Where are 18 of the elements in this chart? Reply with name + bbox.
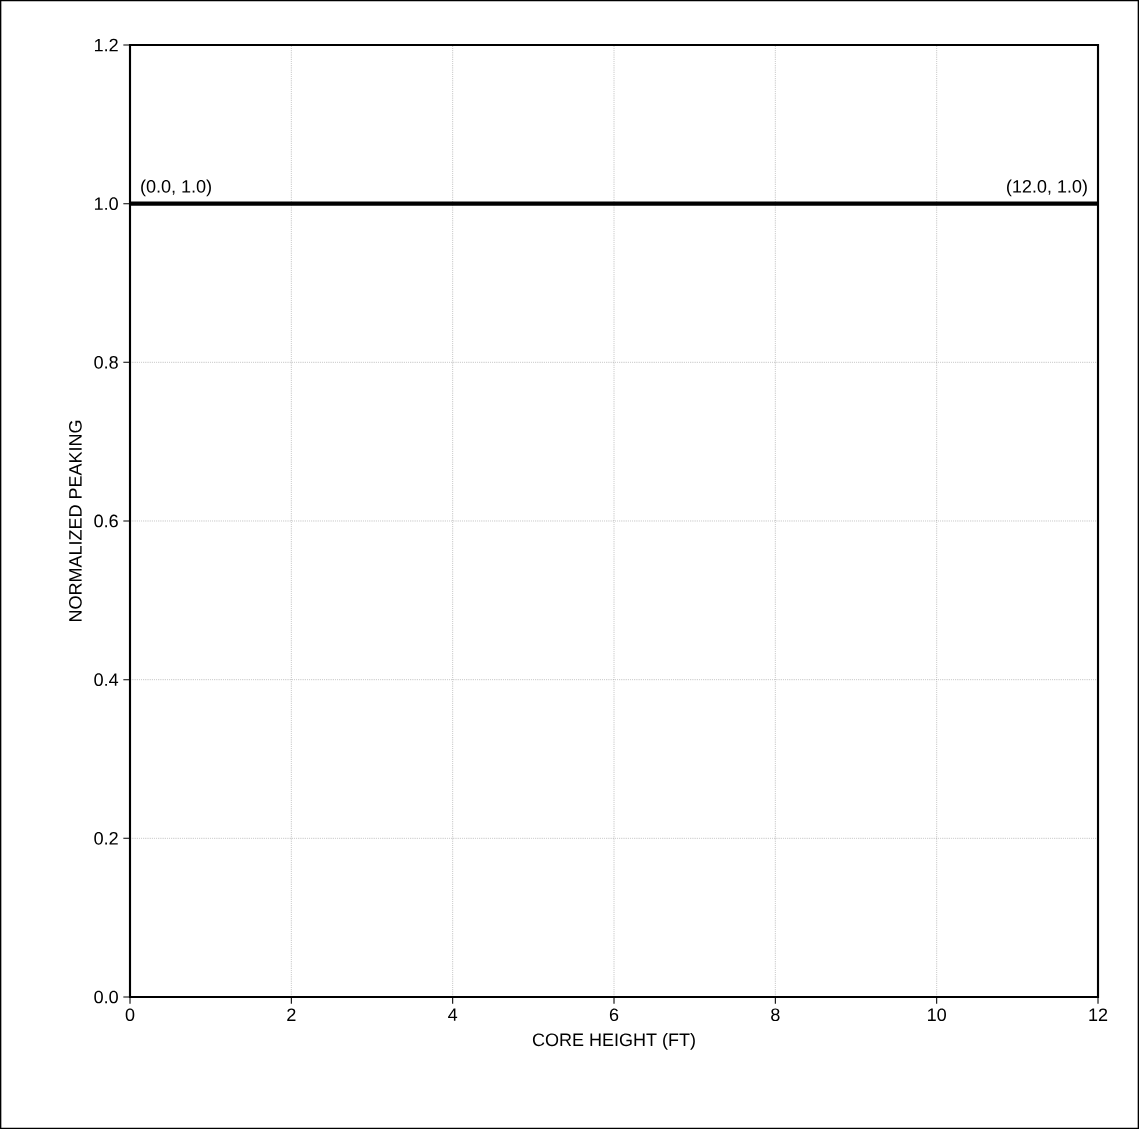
x-tick-label: 10 <box>928 1008 946 1022</box>
y-axis-title: NORMALIZED PEAKING <box>69 420 82 622</box>
annotation: (12.0, 1.0) <box>1007 179 1087 197</box>
y-tick-label: 0.6 <box>94 514 118 528</box>
x-tick-label: 4 <box>448 1008 458 1021</box>
x-tick-label: 12 <box>1089 1008 1108 1021</box>
x-tick-label: 2 <box>287 1008 296 1021</box>
x-axis-title: CORE HEIGHT (FT) <box>532 1032 695 1050</box>
y-tick-label: 1.0 <box>94 197 118 211</box>
x-tick-label: 0 <box>125 1008 135 1022</box>
y-tick-label: 0.8 <box>94 355 118 369</box>
x-tick-label: 8 <box>771 1008 780 1022</box>
y-tick-label: 0.4 <box>94 673 119 687</box>
y-tick-label: 0.2 <box>94 831 118 845</box>
annotation: (0.0, 1.0) <box>141 179 211 197</box>
x-tick-label: 6 <box>609 1008 619 1022</box>
y-tick-label: 0.0 <box>94 990 118 1004</box>
y-tick-label: 1.2 <box>94 38 118 52</box>
